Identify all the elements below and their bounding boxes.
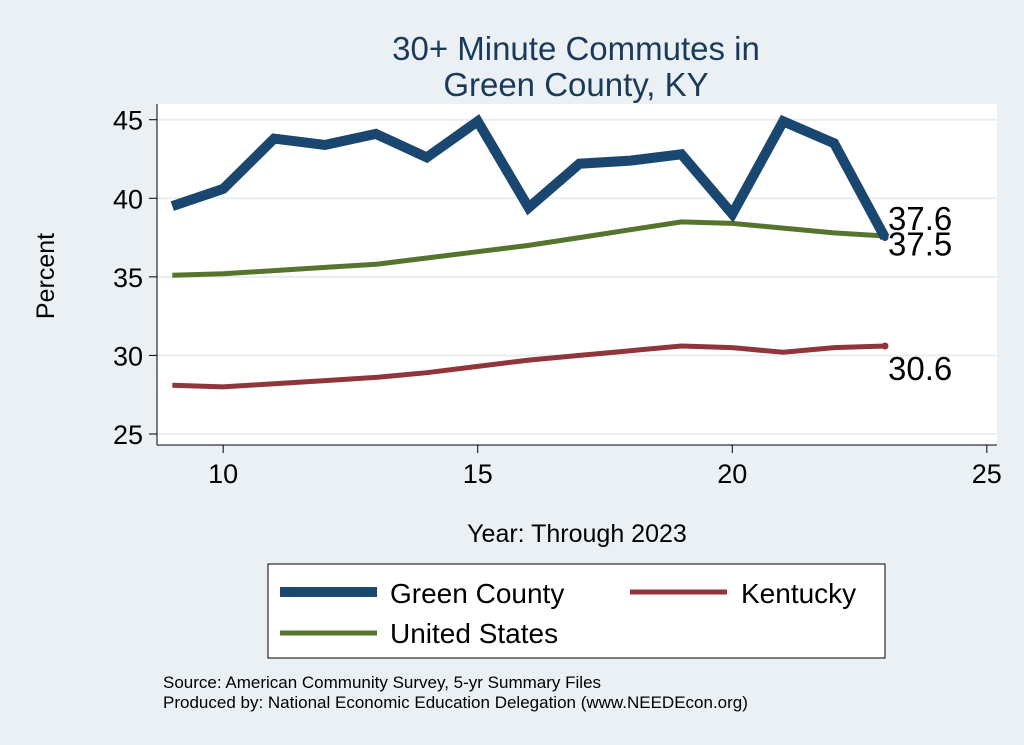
y-tick-label-30: 30 bbox=[113, 341, 143, 371]
y-axis-title: Percent bbox=[32, 233, 60, 319]
x-tick-label-25: 25 bbox=[972, 459, 1002, 489]
y-tick-label-35: 35 bbox=[113, 263, 143, 293]
series-lines bbox=[170, 114, 890, 390]
x-tick-label-15: 15 bbox=[463, 459, 493, 489]
series-line-kentucky bbox=[172, 343, 886, 390]
source-note: Source: American Community Survey, 5-yr … bbox=[163, 673, 601, 692]
plot-area bbox=[157, 104, 997, 445]
legend-box bbox=[267, 563, 886, 659]
gridlines bbox=[157, 118, 997, 435]
end-labels: 37.5 30.6 37.6 bbox=[888, 200, 952, 387]
chart-title-line-1: 30+ Minute Commutes in bbox=[392, 30, 760, 67]
chart-title-line-2: Green County, KY bbox=[443, 66, 708, 103]
series-line-green-county bbox=[170, 114, 890, 240]
legend-label-united-states: United States bbox=[390, 618, 558, 649]
end-point-kentucky bbox=[881, 342, 889, 350]
axis-ticks: 25 30 35 40 45 10 15 20 25 bbox=[113, 106, 1002, 489]
end-label-kentucky: 30.6 bbox=[888, 350, 952, 387]
end-label-united-states: 37.6 bbox=[888, 200, 952, 237]
x-tick-label-20: 20 bbox=[717, 459, 747, 489]
x-axis-title: Year: Through 2023 bbox=[467, 520, 687, 548]
legend-label-kentucky: Kentucky bbox=[741, 578, 856, 609]
y-tick-label-25: 25 bbox=[113, 420, 143, 450]
series-line-united-states bbox=[172, 219, 886, 278]
y-tick-label-40: 40 bbox=[113, 184, 143, 214]
x-tick-label-10: 10 bbox=[208, 459, 238, 489]
legend: Green County Kentucky United States bbox=[280, 578, 856, 649]
y-tick-label-45: 45 bbox=[113, 106, 143, 136]
end-label-green-county: 37.5 bbox=[888, 226, 952, 263]
end-point-green-county bbox=[881, 234, 889, 242]
legend-label-green-county: Green County bbox=[390, 578, 564, 609]
produced-by-note: Produced by: National Economic Education… bbox=[163, 693, 748, 712]
